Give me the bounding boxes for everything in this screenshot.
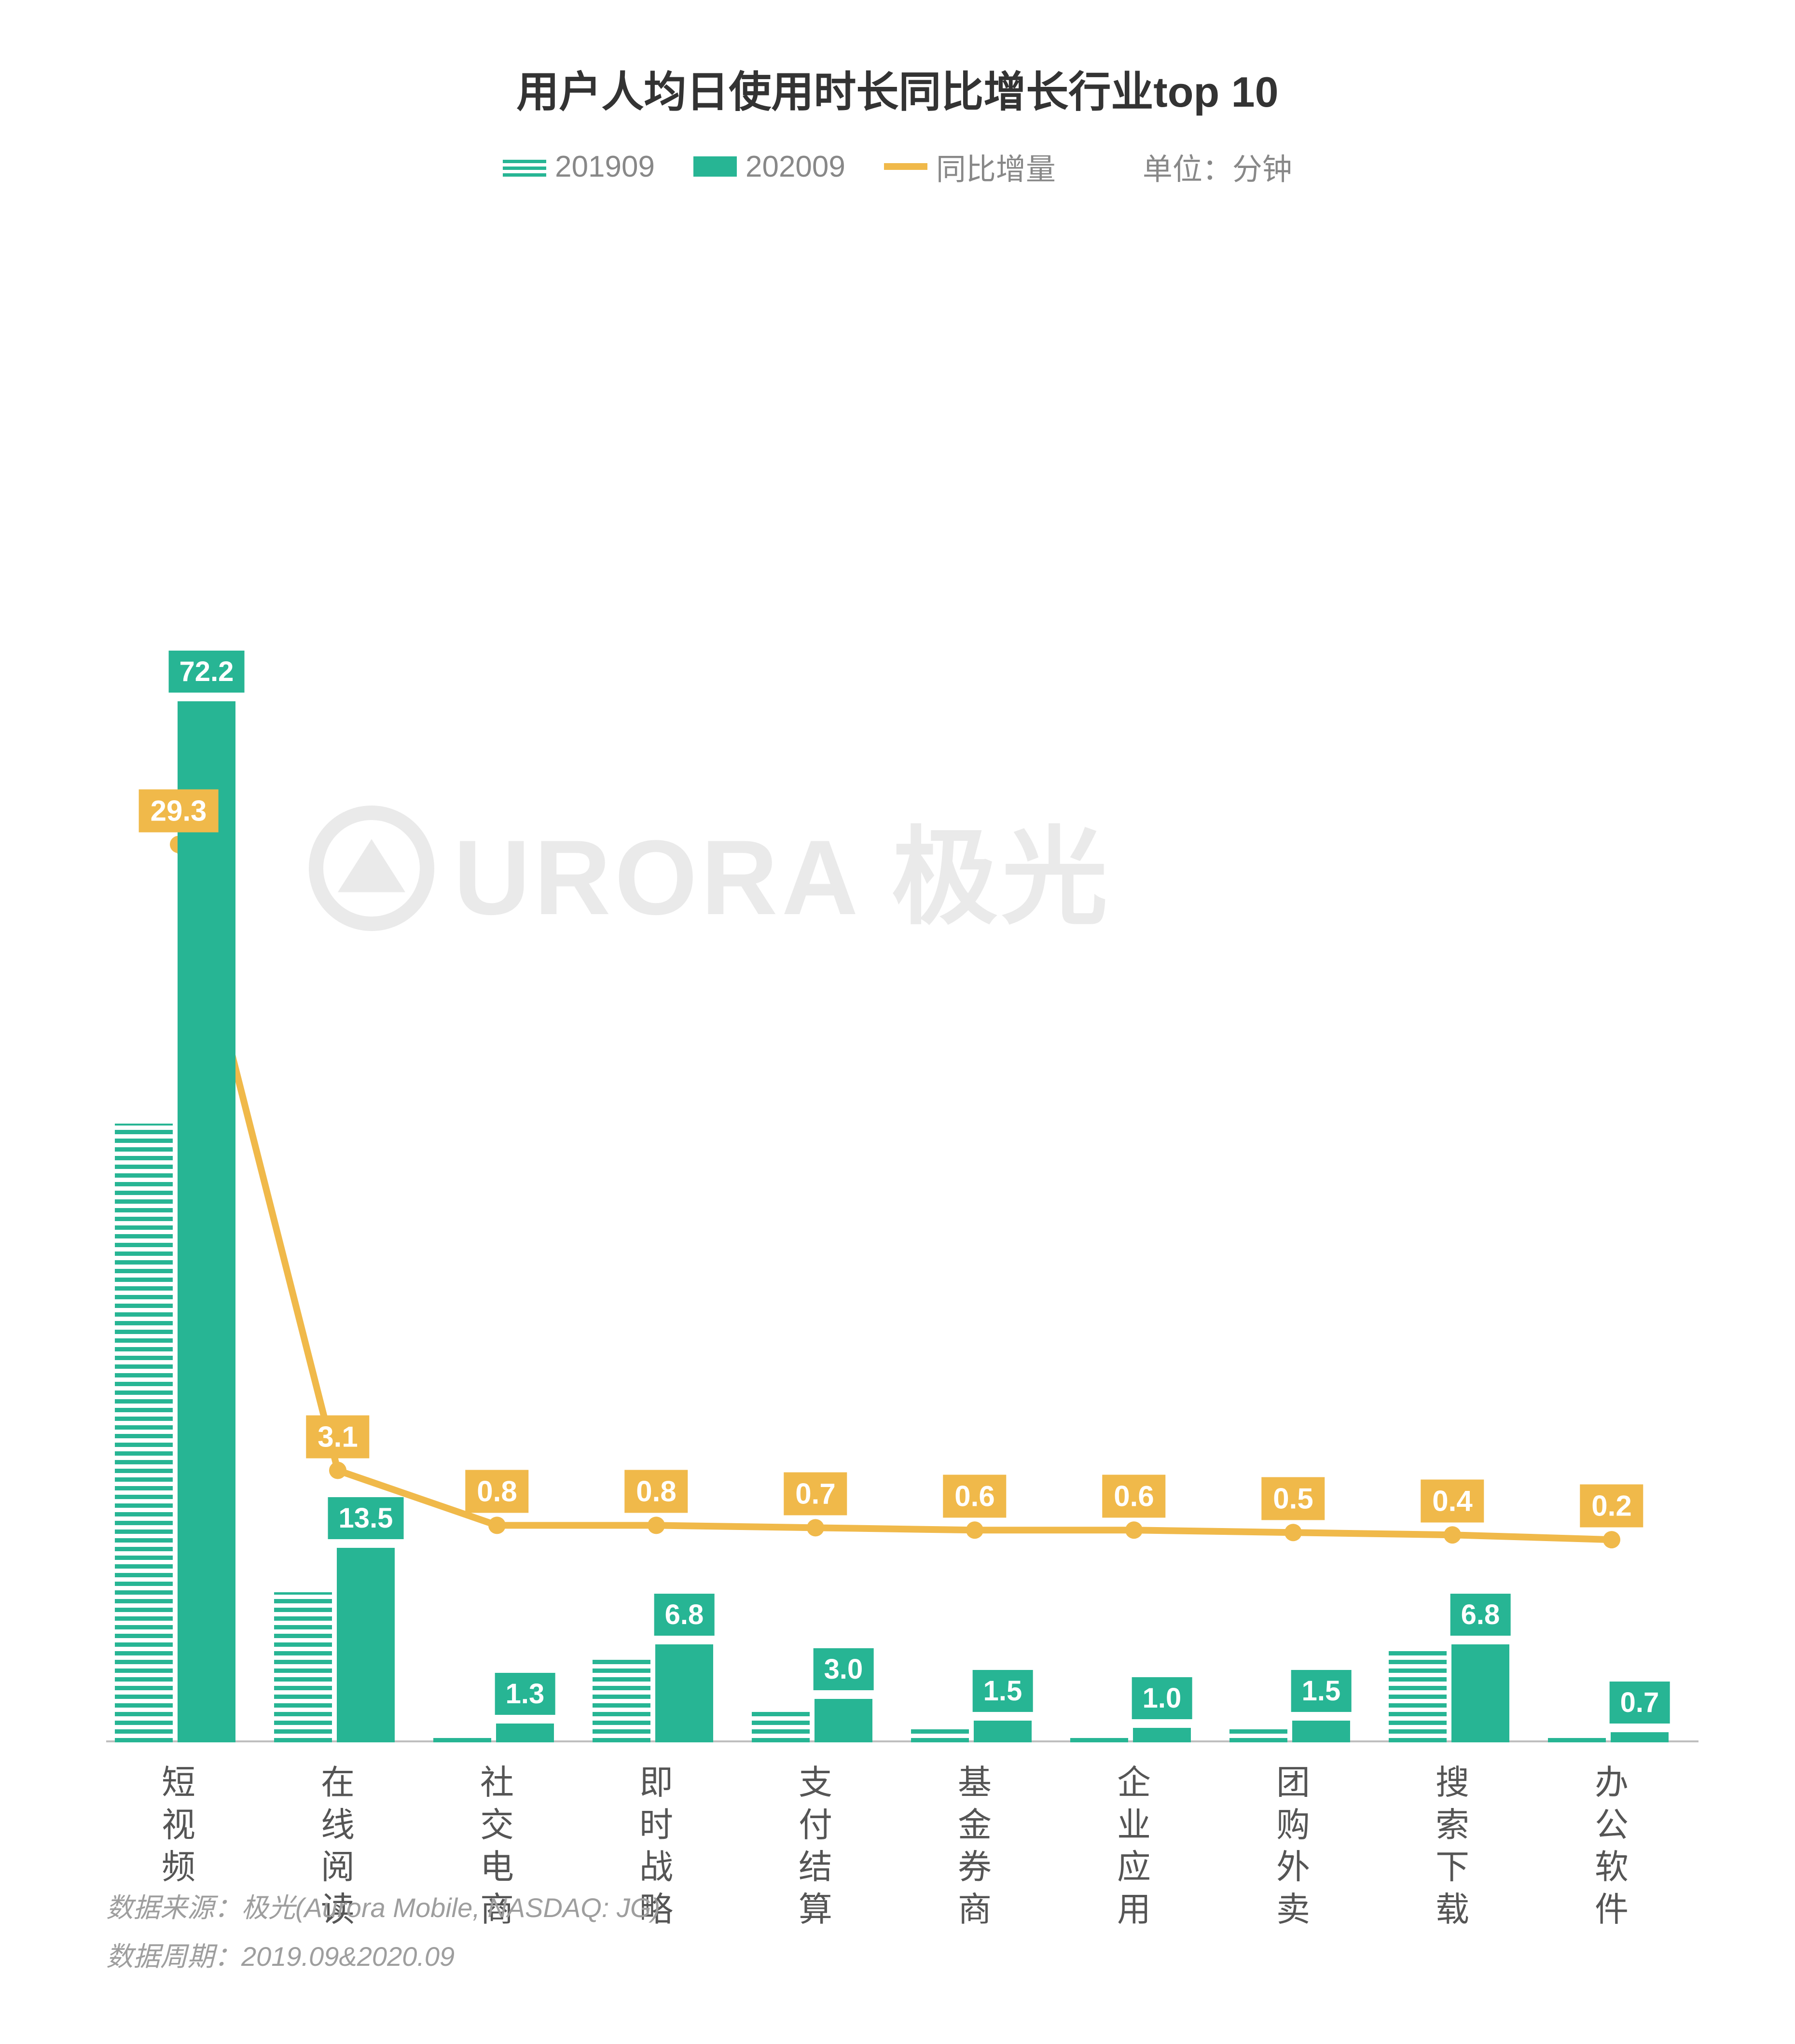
- legend-label-line: 同比增量: [936, 145, 1056, 188]
- legend-item-line: 同比增量: [884, 145, 1056, 188]
- bar-2020: 1.0: [1133, 1728, 1191, 1742]
- x-category-label: 办公软件: [1592, 1762, 1631, 1931]
- bar-value-label: 6.8: [1450, 1594, 1511, 1636]
- plot-area: 72.2短视频13.5在线阅读1.3社交电商6.8即时战略3.0支付结算1.5基…: [106, 589, 1698, 1742]
- line-value-label: 0.2: [1580, 1485, 1643, 1528]
- line-value-label: 0.4: [1421, 1480, 1484, 1523]
- legend-label-2020: 202009: [746, 150, 845, 184]
- bar-2019: [1548, 1735, 1606, 1742]
- legend-item-2019: 201909: [503, 150, 655, 184]
- footer-source: 数据来源：极光(Aurora Mobile, NASDAQ: JG): [106, 1884, 660, 1933]
- bar-value-label: 1.5: [973, 1670, 1033, 1712]
- bar-value-label: 3.0: [814, 1648, 874, 1690]
- bar-2019: [1229, 1728, 1287, 1742]
- bar-2019: [1389, 1650, 1447, 1742]
- bar-2020: 72.2: [178, 701, 235, 1742]
- legend-item-2020: 202009: [693, 150, 845, 184]
- bar-value-label: 72.2: [169, 651, 245, 693]
- legend: 201909 202009 同比增量 单位：分钟: [0, 145, 1795, 188]
- x-category-label: 支付结算: [796, 1762, 835, 1931]
- bar-2020: 6.8: [655, 1644, 713, 1742]
- chart-container: URORA 极光 用户人均日使用时长同比增长行业top 10 201909 20…: [0, 0, 1795, 2044]
- footer: 数据来源：极光(Aurora Mobile, NASDAQ: JG) 数据周期：…: [106, 1884, 660, 1981]
- bar-2020: 3.0: [815, 1699, 872, 1742]
- footer-period: 数据周期：2019.09&2020.09: [106, 1933, 660, 1981]
- bar-2019: [115, 1124, 173, 1742]
- legend-label-2019: 201909: [555, 150, 655, 184]
- line-value-label: 0.7: [784, 1473, 847, 1516]
- bar-2020: 1.5: [1292, 1721, 1350, 1742]
- bar-2019: [1070, 1737, 1128, 1742]
- legend-swatch-solid-icon: [693, 156, 737, 177]
- chart-title: 用户人均日使用时长同比增长行业top 10: [0, 58, 1795, 119]
- line-value-label: 0.8: [465, 1470, 528, 1513]
- unit-label: 单位：分钟: [1143, 145, 1292, 188]
- bar-value-label: 6.8: [654, 1594, 715, 1636]
- x-category-label: 基金券商: [955, 1762, 994, 1931]
- bar-value-label: 1.3: [495, 1673, 555, 1715]
- bar-2020: 1.5: [974, 1721, 1032, 1742]
- bar-2020: 13.5: [337, 1548, 395, 1742]
- bar-2019: [433, 1735, 491, 1742]
- legend-swatch-line-icon: [884, 163, 927, 170]
- x-category-label: 搜索下载: [1433, 1762, 1472, 1931]
- line-value-label: 0.8: [624, 1470, 688, 1513]
- bar-2019: [274, 1592, 332, 1742]
- bar-2020: 6.8: [1451, 1644, 1509, 1742]
- line-value-label: 3.1: [306, 1415, 369, 1458]
- bar-2020: 1.3: [496, 1724, 554, 1742]
- bar-2019: [752, 1709, 810, 1742]
- line-value-label: 0.6: [943, 1475, 1006, 1518]
- bar-value-label: 1.5: [1291, 1670, 1352, 1712]
- x-category-label: 企业应用: [1115, 1762, 1153, 1931]
- line-value-label: 29.3: [139, 789, 219, 832]
- line-value-label: 0.5: [1261, 1477, 1325, 1520]
- bar-2019: [911, 1729, 969, 1742]
- line-value-label: 0.6: [1102, 1475, 1165, 1518]
- x-category-label: 短视频: [159, 1762, 198, 1889]
- bar-value-label: 1.0: [1132, 1677, 1192, 1719]
- bar-2020: 0.7: [1611, 1732, 1669, 1742]
- bar-2019: [593, 1656, 650, 1742]
- legend-swatch-hatched-icon: [503, 156, 546, 177]
- x-category-label: 团购外卖: [1274, 1762, 1312, 1931]
- bar-value-label: 13.5: [328, 1497, 404, 1539]
- bar-value-label: 0.7: [1610, 1682, 1670, 1724]
